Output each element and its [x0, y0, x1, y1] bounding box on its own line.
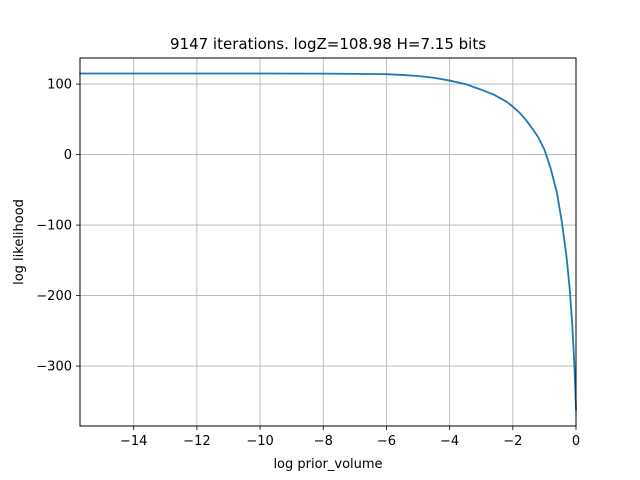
- x-axis-label: log prior_volume: [273, 457, 382, 472]
- x-tick-label: −6: [377, 434, 396, 449]
- x-axis: −14 −12 −10 −8 −6 −4 −2 0: [120, 426, 580, 449]
- x-tick-label: −12: [183, 434, 210, 449]
- plot-area: [79, 72, 577, 411]
- x-tick-label: −4: [440, 434, 459, 449]
- series-line: [79, 72, 577, 411]
- x-tick-label: −10: [246, 434, 273, 449]
- y-tick-label: −100: [36, 219, 72, 234]
- y-axis: −300 −200 −100 0 100: [36, 78, 80, 375]
- x-tick-label: −2: [503, 434, 522, 449]
- grid: [80, 58, 577, 426]
- x-tick-label: −8: [314, 434, 333, 449]
- x-tick-label: −14: [120, 434, 147, 449]
- y-tick-label: −300: [36, 360, 72, 375]
- y-tick-label: −200: [36, 289, 72, 304]
- y-axis-label: log likelihood: [12, 199, 27, 285]
- chart-title: 9147 iterations. logZ=108.98 H=7.15 bits: [170, 35, 486, 53]
- x-tick-label: 0: [572, 434, 580, 449]
- plot-frame: [79, 57, 577, 427]
- y-tick-label: 100: [47, 78, 72, 93]
- y-tick-label: 0: [64, 148, 72, 163]
